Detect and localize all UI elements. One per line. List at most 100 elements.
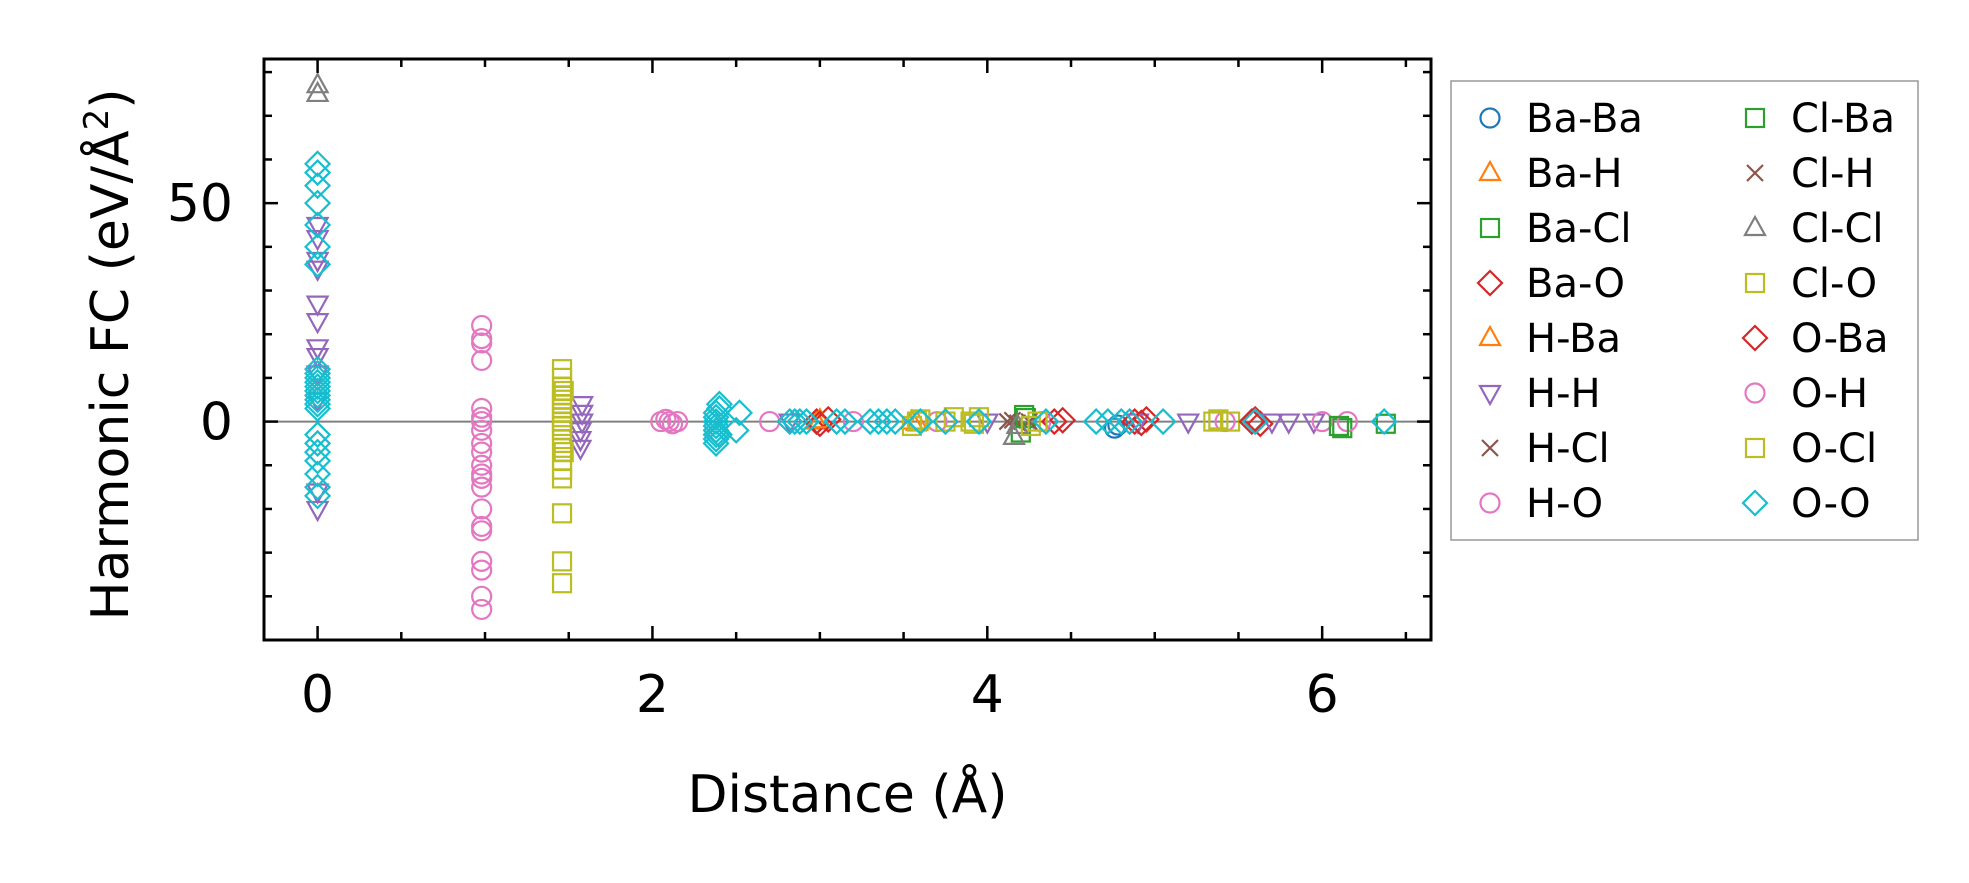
legend-marker	[1746, 164, 1764, 182]
point-o-o	[1241, 408, 1269, 436]
legend-marker	[1478, 384, 1502, 407]
point-o-o	[1149, 408, 1177, 436]
point-o-o	[786, 408, 814, 436]
point-h-o	[471, 327, 493, 350]
point-o-o	[906, 408, 934, 436]
point-h-h	[1260, 413, 1284, 435]
legend-label: O-H	[1791, 371, 1868, 417]
point-o-o	[823, 408, 851, 436]
legend-items: Ba-Ba Ba-H Ba-Cl Ba-O H-Ba H-H H-Cl H-O Cl-Ba Cl-…	[1476, 96, 1895, 527]
point-h-o	[471, 598, 493, 621]
point-o-o	[304, 429, 332, 457]
point-ba-o	[1121, 408, 1149, 436]
point-o-o	[705, 390, 733, 418]
point-h-h	[570, 396, 594, 418]
legend-item-h-ba: H-Ba	[1478, 316, 1621, 362]
legend-label: O-O	[1791, 481, 1871, 527]
point-o-o	[725, 399, 754, 427]
x-axis-label: Distance (Å)	[687, 763, 1007, 825]
point-o-o	[1370, 408, 1398, 436]
point-o-h	[471, 406, 493, 428]
y-axis-label-close: )	[81, 88, 141, 108]
point-cl-o	[1027, 411, 1048, 432]
legend-label: Ba-H	[1526, 151, 1622, 197]
point-o-ba	[1049, 406, 1077, 434]
point-o-o	[702, 403, 730, 431]
point-h-h	[305, 339, 330, 361]
point-h-o	[471, 498, 493, 520]
point-h-h	[568, 430, 593, 453]
point-o-ba	[1127, 409, 1155, 437]
point-o-o	[304, 172, 332, 200]
point-o-cl	[553, 442, 574, 463]
point-h-h	[1176, 413, 1201, 435]
point-ba-o	[1246, 410, 1274, 438]
legend-label: H-Cl	[1526, 426, 1610, 472]
legend-marker	[1476, 269, 1504, 297]
point-o-o	[304, 150, 332, 178]
legend-label: Ba-Cl	[1526, 206, 1631, 252]
point-o-cl	[1208, 409, 1229, 430]
series-layer	[304, 71, 1398, 621]
point-h-o	[842, 410, 864, 433]
legend-item-ba-o: Ba-O	[1476, 261, 1625, 307]
legend-item-ba-cl: Ba-Cl	[1479, 206, 1631, 252]
legend-item-h-cl: H-Cl	[1481, 426, 1610, 472]
point-cl-o	[551, 573, 573, 594]
y-tick-label: 0	[200, 393, 233, 453]
point-o-o	[781, 408, 809, 436]
point-h-h	[305, 216, 330, 239]
point-h-h	[568, 422, 593, 444]
point-o-o	[881, 408, 909, 436]
point-o-h	[471, 463, 493, 485]
point-o-o	[1032, 408, 1060, 436]
point-o-o	[1107, 408, 1135, 436]
legend-marker	[1741, 489, 1769, 517]
series-o-h	[471, 406, 684, 542]
legend-item-ba-ba: Ba-Ba	[1479, 96, 1643, 142]
point-h-h	[305, 295, 330, 317]
point-o-o	[304, 233, 332, 261]
point-h-o	[471, 441, 493, 463]
legend-label: Ba-O	[1526, 261, 1625, 307]
legend-marker	[1744, 437, 1766, 459]
legend-item-o-cl: O-Cl	[1744, 426, 1877, 472]
x-tick-label: 2	[636, 665, 669, 725]
series-h-h	[305, 216, 1326, 523]
point-cl-o	[551, 503, 573, 524]
point-o-o	[705, 394, 733, 423]
point-o-o	[965, 408, 993, 436]
legend-marker	[1481, 439, 1499, 457]
x-tick-label: 6	[1306, 665, 1339, 725]
legend-item-cl-ba: Cl-Ba	[1744, 96, 1895, 142]
point-h-o	[1311, 410, 1333, 433]
series-cl-cl	[305, 71, 1030, 445]
point-ba-o	[814, 405, 842, 433]
point-h-o	[471, 476, 493, 498]
point-h-o	[471, 454, 493, 476]
point-cl-o	[1203, 411, 1224, 432]
tick-labels: 0 2 4 6 0 50	[167, 174, 1339, 725]
legend-label: H-H	[1526, 371, 1601, 417]
point-o-o	[931, 408, 960, 436]
point-cl-cl	[1002, 423, 1026, 445]
legend-label: Cl-Ba	[1791, 96, 1895, 142]
point-o-o	[304, 473, 332, 501]
point-o-o	[705, 421, 733, 449]
legend-marker	[1743, 214, 1767, 237]
legend-label: Cl-Cl	[1791, 206, 1884, 252]
point-h-o	[471, 432, 493, 455]
point-o-o	[304, 355, 332, 383]
point-o-ba	[1238, 408, 1266, 436]
legend-marker	[1741, 324, 1769, 352]
point-o-h	[661, 413, 684, 435]
legend: Ba-Ba Ba-H Ba-Cl Ba-O H-Ba H-H H-Cl H-O Cl-Ba Cl-…	[1450, 80, 1919, 541]
legend-item-ba-h: Ba-H	[1478, 151, 1622, 197]
series-h-o	[471, 314, 1358, 621]
legend-label: O-Ba	[1791, 316, 1889, 362]
legend-marker	[1744, 272, 1766, 294]
point-o-o	[304, 421, 332, 449]
point-h-o	[471, 397, 493, 420]
point-h-o	[471, 419, 493, 441]
ticks-layer	[264, 59, 1431, 642]
